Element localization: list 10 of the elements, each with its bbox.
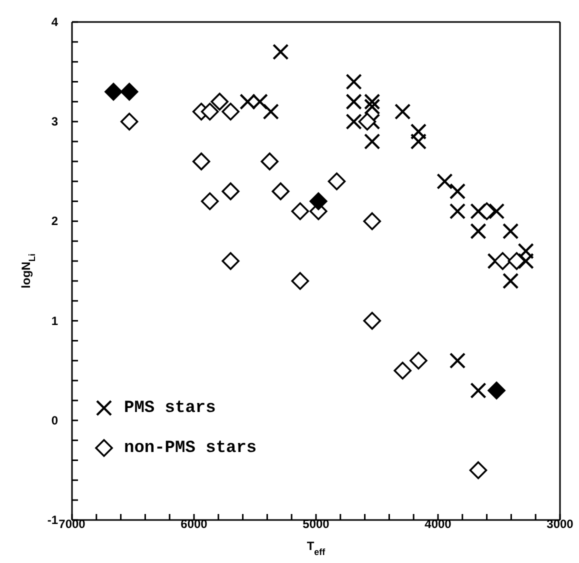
legend-label: non-PMS stars [124, 438, 257, 458]
y-tick-label: 1 [51, 314, 58, 328]
x-tick-label: 3000 [546, 517, 574, 531]
y-tick-label: 4 [51, 15, 58, 29]
y-tick-label: 0 [51, 413, 58, 428]
x-axis-title: T$_{eff}$ [306, 539, 326, 557]
legend-label: PMS stars [124, 398, 216, 418]
y-tick-label: 2 [51, 214, 58, 228]
y-tick-label: 3 [51, 114, 58, 129]
y-tick-label: -1 [47, 513, 58, 527]
